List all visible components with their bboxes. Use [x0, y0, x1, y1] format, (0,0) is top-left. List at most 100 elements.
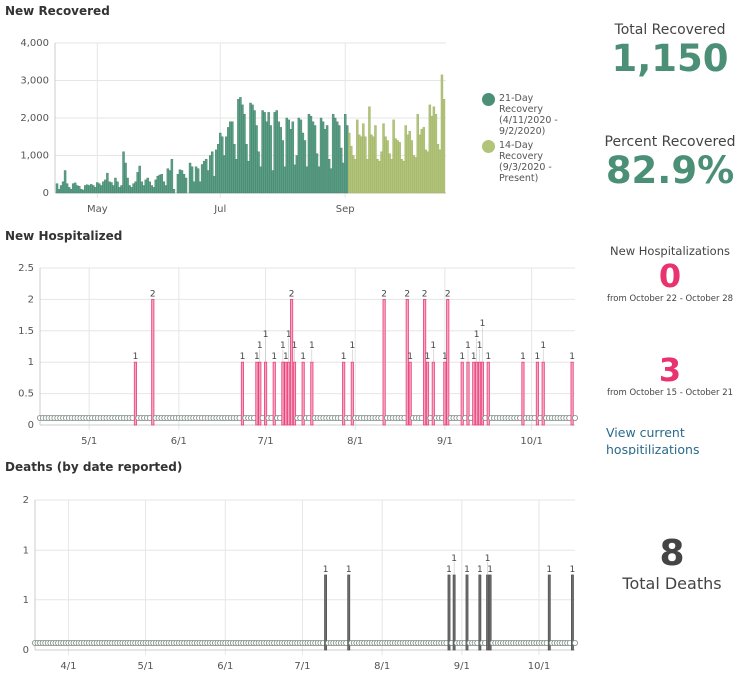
x-tick-label: 10/1 [520, 436, 542, 447]
bar [547, 574, 551, 651]
data-label: 2 [404, 289, 410, 299]
bar [210, 151, 214, 194]
data-label: 1 [341, 352, 347, 362]
bar [521, 361, 525, 426]
bar [324, 574, 327, 651]
total-deaths-stat: 8 Total Deaths [612, 533, 732, 594]
bar [452, 574, 456, 651]
data-label: 1 [546, 565, 552, 575]
data-label: 1 [464, 565, 470, 575]
data-label: 1 [257, 341, 263, 351]
data-label: 1 [254, 352, 260, 362]
data-label: 1 [570, 565, 576, 575]
y-tick-label: 3,000 [20, 76, 49, 87]
y-tick-label: 0.5 [18, 389, 34, 400]
y-tick-label: 1 [28, 357, 34, 368]
y-tick-label: 1 [23, 545, 29, 556]
legend-item-21-day[interactable]: 21-Day Recovery (4/11/2020 - 9/2/2020) [482, 93, 579, 137]
bar [196, 168, 200, 194]
bar [240, 361, 244, 426]
bar [255, 361, 259, 426]
data-label: 1 [346, 565, 352, 575]
stat-value: 0 [658, 257, 682, 295]
data-label: 1 [474, 330, 480, 340]
bar [486, 574, 489, 651]
data-label: 1 [292, 341, 298, 351]
recovered-chart-title: New Recovered [5, 4, 110, 18]
percent-recovered-stat: Percent Recovered 82.9% [600, 134, 740, 192]
x-tick-label: 9/1 [437, 436, 453, 447]
x-tick-label: 8/1 [374, 661, 390, 672]
data-label: 1 [133, 352, 139, 362]
data-label: 1 [323, 565, 329, 575]
stat-value: 1,150 [611, 37, 729, 80]
bar [272, 361, 276, 426]
bar [447, 574, 451, 651]
bar [405, 298, 409, 426]
x-tick-label: May [87, 204, 108, 215]
bar [138, 165, 141, 194]
stat-label: Percent Recovered [604, 134, 736, 150]
stat-value: 8 [659, 533, 685, 574]
data-label: 2 [289, 289, 295, 299]
data-label: 1 [271, 352, 277, 362]
data-label: 1 [309, 341, 315, 351]
legend-item-14-day[interactable]: 14-Day Recovery (9/3/2020 - Present) [482, 140, 579, 184]
bar [443, 361, 447, 426]
y-tick-label: 2.5 [18, 263, 34, 274]
data-label: 1 [477, 341, 483, 351]
stat-value: 3 [658, 351, 682, 389]
y-tick-label: 1,000 [20, 151, 49, 162]
x-tick-label: 10/1 [528, 661, 550, 672]
x-tick-label: 5/1 [81, 436, 97, 447]
data-label: 1 [425, 352, 431, 362]
data-label: 1 [430, 341, 436, 351]
zero-marker [572, 640, 579, 647]
data-label: 1 [349, 341, 355, 351]
bar [446, 298, 450, 426]
data-label: 1 [485, 554, 491, 564]
data-label: 1 [465, 341, 471, 351]
x-tick-label: 4/1 [60, 661, 76, 672]
y-tick-label: 0 [43, 188, 49, 199]
data-label: 1 [477, 565, 483, 575]
zero-marker [572, 414, 579, 421]
bar [408, 361, 412, 426]
data-label: 1 [300, 352, 306, 362]
hospitalized-chart-title: New Hospitalized [5, 229, 123, 243]
bar [290, 298, 294, 426]
stat-label: Total Deaths [622, 574, 722, 593]
deaths-chart-title: Deaths (by date reported) [5, 460, 183, 474]
bar [291, 121, 295, 194]
x-tick-label: 6/1 [171, 436, 187, 447]
bar [423, 298, 427, 426]
bar [190, 166, 194, 194]
stat-range: from October 15 - October 21 [606, 388, 734, 398]
stat-label: New Hospitalizations [610, 244, 730, 258]
data-label: 1 [283, 352, 289, 362]
view-hospitalizations-link[interactable]: View current hospitilizations [606, 425, 700, 455]
bar [460, 361, 464, 426]
x-tick-label: 5/1 [138, 661, 154, 672]
y-tick-label: 1.5 [18, 326, 34, 337]
x-tick-label: Jul [213, 204, 226, 215]
y-tick-label: 2 [28, 294, 34, 305]
y-tick-label: 1 [23, 595, 29, 606]
bar [172, 189, 176, 194]
bar [535, 361, 539, 426]
data-label: 1 [540, 341, 546, 351]
data-label: 1 [240, 352, 246, 362]
legend-label: 21-Day Recovery (4/11/2020 - 9/2/2020) [499, 93, 558, 137]
bar [301, 361, 305, 426]
legend-dot-icon [482, 140, 495, 153]
bar [133, 361, 137, 426]
data-label: 1 [459, 352, 465, 362]
bar [571, 574, 574, 651]
bar [284, 361, 288, 426]
data-label: 1 [263, 330, 269, 340]
data-label: 2 [381, 289, 387, 299]
stat-value: 82.9% [605, 149, 735, 192]
legend-label: 14-Day Recovery (9/3/2020 - Present) [499, 140, 552, 184]
bar [63, 170, 67, 194]
